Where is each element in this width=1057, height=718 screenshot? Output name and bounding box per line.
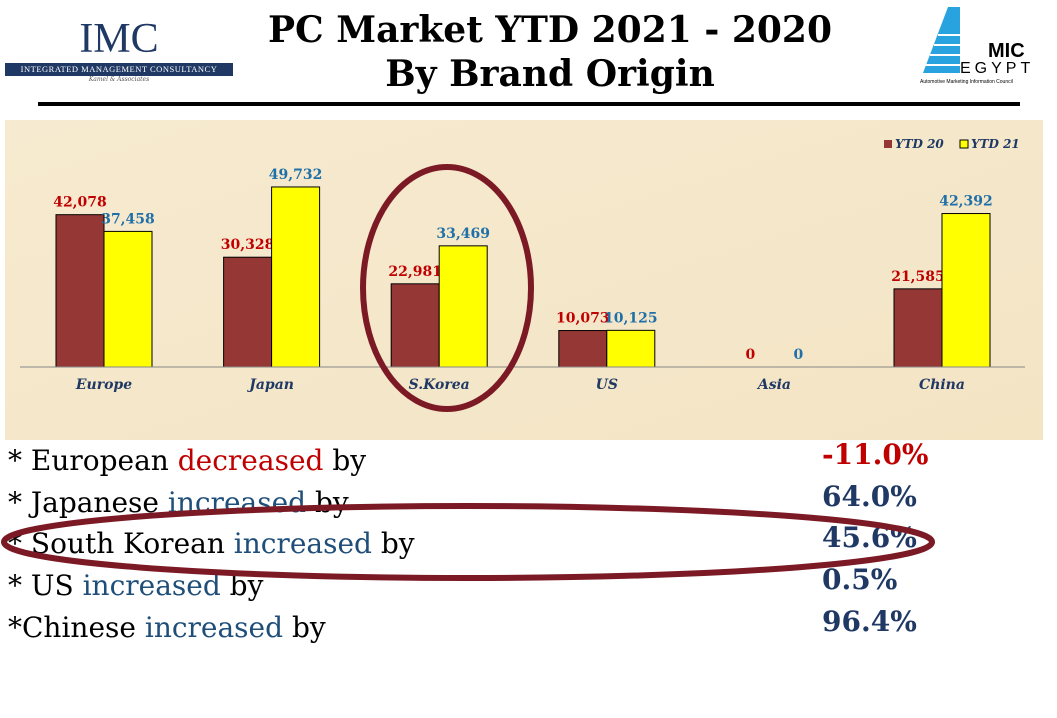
imc-logo-tagline: Kamel & Associates — [88, 76, 150, 83]
data-label: 42,392 — [939, 194, 993, 210]
summary-percent: 0.5% — [822, 563, 898, 597]
bar-japan-ytd21 — [271, 186, 321, 368]
amic-bottom: EGYPT — [960, 60, 1034, 77]
data-label: 22,981 — [388, 264, 442, 280]
summary-prefix: * South Korean — [8, 527, 234, 561]
summary-verb: increased — [144, 610, 284, 644]
x-tick-label: US — [596, 377, 618, 393]
bar-skorea-ytd20 — [390, 283, 440, 368]
summary-verb: decreased — [177, 444, 324, 477]
summary-suffix: by — [371, 527, 415, 561]
data-label: 10,073 — [556, 311, 610, 327]
data-label: 21,585 — [891, 269, 945, 285]
amic-logo: MIC EGYPT Automotive Marketing Informati… — [918, 5, 1048, 95]
header-divider — [38, 102, 1020, 106]
summary-line: *Chinese increased by — [8, 611, 326, 644]
summary-verb: increased — [82, 569, 221, 603]
imc-logo: IMC INTEGRATED MANAGEMENT CONSULTANCY Ka… — [5, 15, 233, 87]
data-label: 42,078 — [53, 195, 107, 211]
legend: YTD 20 YTD 21 — [884, 137, 1020, 151]
bar-us-ytd20 — [558, 330, 608, 368]
summary-percent: 64.0% — [822, 479, 917, 513]
summary-prefix: *Chinese — [8, 610, 145, 644]
chart-background — [5, 120, 1043, 440]
summary-line: * South Korean increased by — [8, 527, 415, 560]
summary-verb: increased — [233, 527, 372, 561]
data-label: 10,125 — [604, 310, 658, 326]
title-line-1: PC Market YTD 2021 - 2020 — [267, 9, 833, 51]
bar-us-ytd21 — [606, 329, 656, 368]
legend-ytd20: YTD 20 — [895, 137, 944, 151]
amic-top: MIC — [988, 40, 1025, 62]
x-tick-label: China — [919, 377, 965, 393]
summary-suffix: by — [306, 485, 349, 519]
page-title: PC Market YTD 2021 - 2020 By Brand Origi… — [250, 8, 850, 96]
imc-logo-abbr: IMC — [79, 16, 159, 62]
summary-suffix: by — [323, 444, 367, 477]
bar-china-ytd21 — [941, 213, 991, 368]
bar-europe-ytd21 — [103, 230, 153, 368]
x-tick-label: Japan — [246, 377, 294, 393]
data-label: 30,328 — [221, 237, 275, 253]
summary-line: * Japanese increased by — [8, 486, 349, 519]
skorea-highlight-ellipse — [360, 164, 534, 412]
south-korea-highlight-ellipse — [1, 503, 935, 581]
summary-line: * European decreased by — [8, 444, 366, 477]
legend-ytd21: YTD 21 — [971, 137, 1020, 151]
summary-prefix: * European — [8, 444, 178, 477]
data-label: 49,732 — [269, 167, 323, 183]
x-tick-label: Europe — [75, 377, 132, 393]
summary-prefix: * Japanese — [8, 485, 168, 519]
data-label: 0 — [746, 347, 756, 363]
summary-percent: -11.0% — [822, 438, 929, 471]
summary-prefix: * US — [8, 569, 83, 603]
bar-europe-ytd20 — [55, 214, 105, 368]
title-line-2: By Brand Origin — [385, 53, 715, 95]
x-tick-label: Asia — [756, 377, 791, 393]
summary-line: * US increased by — [8, 569, 263, 602]
amic-caption: Automotive Marketing Information Council — [920, 79, 1013, 85]
bar-japan-ytd20 — [223, 256, 273, 368]
x-tick-label: S.Korea — [409, 377, 470, 393]
legend-swatch-ytd21 — [959, 139, 969, 149]
summary-percent: 96.4% — [822, 604, 917, 638]
legend-swatch-ytd20 — [884, 140, 892, 148]
data-label: 37,458 — [101, 211, 155, 227]
data-label: 0 — [794, 347, 804, 363]
data-label: 33,469 — [436, 226, 490, 242]
summary-suffix: by — [283, 610, 326, 644]
imc-logo-name: INTEGRATED MANAGEMENT CONSULTANCY — [5, 63, 233, 76]
bar-china-ytd20 — [893, 288, 943, 368]
bar-skorea-ytd21 — [438, 245, 488, 368]
